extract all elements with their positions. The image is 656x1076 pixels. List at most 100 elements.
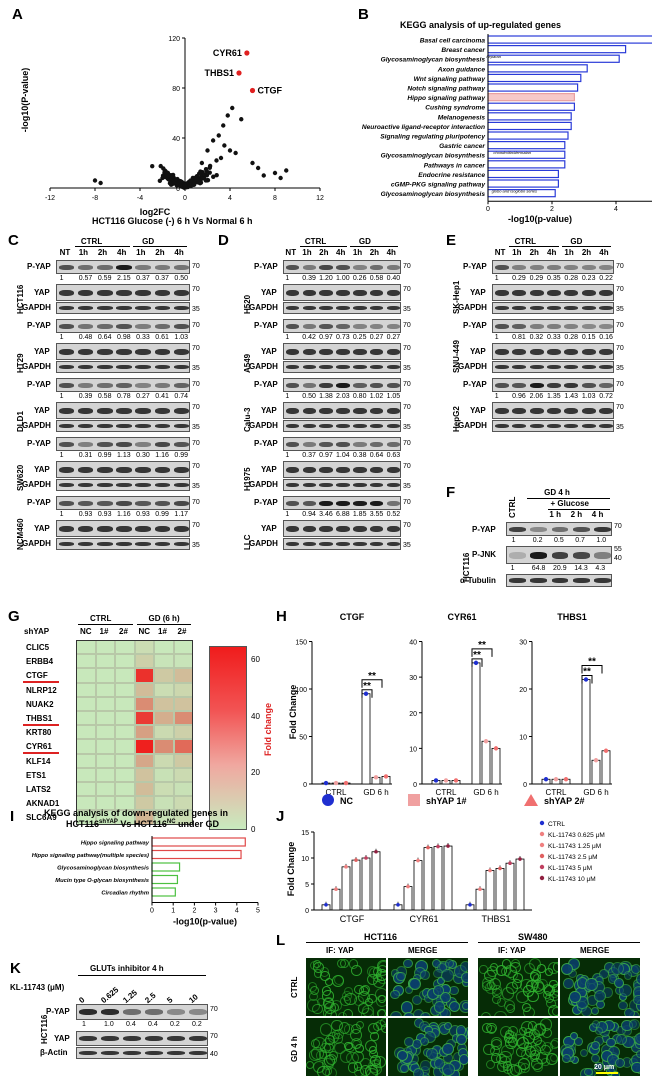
j-bar (475, 888, 485, 911)
volcano-xtick-label: -4 (137, 195, 143, 202)
cell-line-label: HCT116 (16, 284, 25, 314)
band (529, 264, 544, 270)
quant-value: 0.98 (117, 334, 131, 341)
band (336, 289, 350, 296)
band (547, 264, 561, 270)
volcano-point (98, 180, 103, 186)
cell (535, 1040, 547, 1052)
row-label-gapdh: GAPDH (249, 303, 278, 312)
volcano-gene-label: CYR61 (213, 48, 242, 58)
kegg-down-tick-label: 5 (256, 908, 260, 915)
k-dose: 2.5 (143, 990, 158, 1005)
band (302, 289, 317, 296)
mw-70: 70 (403, 345, 411, 352)
cell (461, 1002, 468, 1011)
band (564, 306, 579, 311)
g-ctrl-bracket (78, 624, 133, 625)
kegg-up-term: Glycosaminoglycan biosynthesis (381, 153, 486, 160)
band (135, 466, 151, 473)
band (353, 323, 367, 329)
j-point (416, 858, 420, 863)
h-sig-bracket (581, 675, 593, 684)
quant-value: 1 (285, 511, 290, 518)
band (154, 264, 170, 270)
l-hct: HCT116 (364, 932, 398, 942)
if-image (388, 1018, 468, 1076)
f-pjnk-blot (506, 546, 612, 564)
band (353, 466, 367, 473)
quant-value: 0.31 (78, 452, 93, 459)
cell (610, 962, 624, 976)
quant-value: 0.23 (581, 275, 596, 282)
lane-label: 4h (117, 248, 127, 257)
yap-blot (492, 402, 614, 419)
cell-line-label: HT29 (16, 353, 25, 373)
j-point (406, 884, 410, 889)
quant-value: 0.29 (529, 275, 544, 282)
lane-label: 2h (369, 248, 380, 257)
band (529, 323, 544, 329)
row-label-gapdh: GAPDH (22, 421, 51, 430)
g-cell (134, 711, 154, 726)
cell-line-label: SW620 (16, 464, 25, 491)
p-yap-blot (492, 378, 614, 392)
kegg-down-tick-label: 1 (171, 908, 175, 915)
cell (616, 1033, 628, 1045)
volcano-point (194, 177, 200, 182)
row-label-gapdh: GAPDH (22, 480, 51, 489)
band (336, 323, 350, 329)
h-sig: ** (363, 681, 371, 692)
band (285, 466, 300, 473)
row-label-yap: YAP (470, 406, 486, 415)
h-bar (581, 679, 591, 785)
cell (443, 1021, 452, 1030)
mw-35: 35 (192, 306, 200, 313)
g-cell (154, 782, 174, 797)
band (285, 483, 300, 488)
band (167, 1009, 185, 1016)
band (529, 289, 544, 296)
mw-35: 35 (192, 483, 200, 490)
cell-line-label: SK-Hep1 (452, 280, 461, 314)
f-quant2: 14.3 (574, 565, 588, 572)
band (78, 525, 94, 532)
j-point (396, 903, 400, 907)
row-label-gapdh: GAPDH (249, 421, 278, 430)
band (285, 289, 300, 296)
quant-value: 1 (59, 334, 64, 341)
kegg-up-bar (487, 73, 582, 83)
band (494, 407, 509, 414)
g-cell (134, 739, 154, 754)
lane-label: 2h (155, 248, 165, 257)
band (529, 348, 544, 355)
band (189, 1051, 207, 1056)
gd-bracket (132, 246, 187, 247)
j-ytick-label: 10 (301, 856, 309, 863)
band (512, 424, 527, 429)
j-bar (443, 845, 453, 911)
h-point (563, 777, 569, 782)
volcano-xlabel: log2FC (140, 207, 171, 217)
cell (412, 1067, 425, 1076)
band (599, 264, 613, 270)
h-ytick-label: 50 (299, 735, 307, 742)
band (386, 323, 400, 329)
band (58, 365, 75, 370)
band (529, 306, 544, 311)
p-yap-blot (492, 260, 614, 274)
panel-label-j: J (276, 808, 285, 825)
band (386, 542, 400, 547)
cell (339, 958, 350, 968)
quant-value: 0.35 (547, 275, 561, 282)
band (173, 483, 189, 488)
volcano-point (272, 170, 278, 176)
band (154, 542, 170, 547)
j-legend-marker (539, 820, 545, 826)
cell (338, 1022, 351, 1035)
band (336, 306, 350, 311)
cell (334, 974, 345, 985)
cell (355, 1021, 364, 1030)
g-cell (115, 753, 135, 768)
quant-value: 0.38 (352, 452, 367, 459)
